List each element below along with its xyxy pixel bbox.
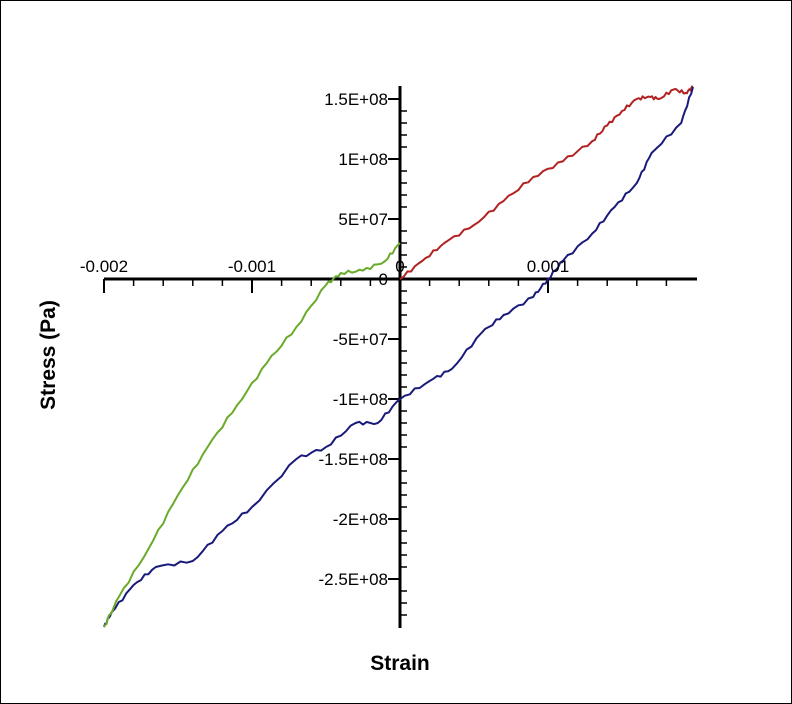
y-tick-label: 1E+08 <box>338 150 388 169</box>
y-tick-label: -1.5E+08 <box>319 450 388 469</box>
y-tick-label: -2E+08 <box>333 510 388 529</box>
y-tick-label: 5E+07 <box>338 210 388 229</box>
series-line-1 <box>399 85 694 280</box>
y-axis-title: Stress (Pa) <box>37 300 60 410</box>
tick-labels: -0.002 -0.001 0 0.001 1.5E+08 1E+08 5E+07 0 -5E+… <box>80 90 569 589</box>
series-line-3 <box>103 242 401 628</box>
x-tick-label: -0.001 <box>228 257 276 276</box>
x-axis-title: Strain <box>370 652 430 675</box>
axes <box>103 86 697 628</box>
y-tick-label: -5E+07 <box>333 330 388 349</box>
y-tick-label: 1.5E+08 <box>324 90 388 109</box>
x-tick-label: 0 <box>395 257 404 276</box>
y-tick-label: 0 <box>379 270 388 289</box>
x-tick-label: -0.002 <box>80 257 128 276</box>
y-tick-label: -2.5E+08 <box>319 570 388 589</box>
series-layer <box>103 85 694 628</box>
x-tick-label: 0.001 <box>527 257 570 276</box>
series-line-2 <box>103 86 694 628</box>
y-tick-label: -1E+08 <box>333 390 388 409</box>
